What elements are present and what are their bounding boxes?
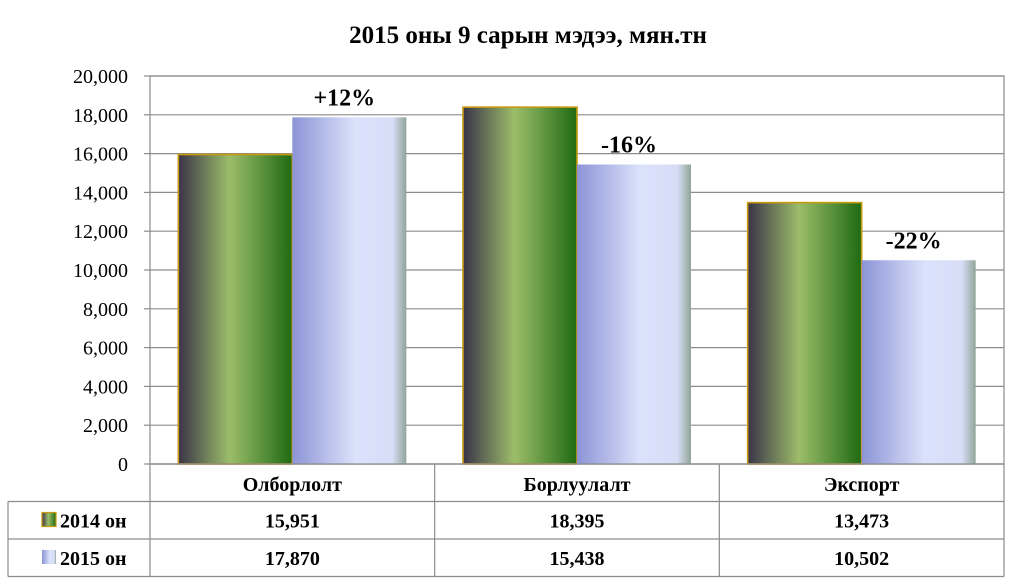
- y-tick-label: 10,000: [73, 260, 128, 282]
- y-tick-label: 4,000: [83, 376, 128, 398]
- bar-2014: [746, 201, 863, 465]
- change-annotation: -16%: [601, 133, 657, 159]
- y-tick-label: 16,000: [73, 144, 128, 166]
- bar-2014: [462, 106, 578, 465]
- chart-title: 2015 оны 9 сарын мэдээ, мян.тн: [349, 22, 707, 49]
- table-value: 13,473: [834, 511, 889, 533]
- table-value: 18,395: [550, 511, 605, 533]
- category-label: Экспорт: [824, 474, 900, 496]
- change-annotations: +12% -16% -22%: [313, 85, 941, 254]
- series-name: 2014 он: [60, 511, 127, 533]
- y-tick-label: 12,000: [73, 221, 128, 243]
- change-annotation: +12%: [313, 85, 375, 111]
- change-annotation: -22%: [886, 228, 942, 254]
- table-value: 10,502: [834, 548, 889, 570]
- legend-key-2015: [42, 550, 56, 564]
- y-tick-label: 6,000: [83, 338, 128, 360]
- legend-key-2014: [41, 511, 57, 528]
- bar-2015: [577, 164, 691, 464]
- category-label: Борлуулалт: [523, 474, 630, 496]
- y-axis-ticks: 0 2,000 4,000 6,000 8,000 10,000 12,000 14,000 1…: [73, 66, 128, 476]
- table-value: 15,438: [550, 548, 605, 570]
- bar-2015: [861, 260, 976, 464]
- y-tick-label: 18,000: [73, 105, 128, 127]
- bar-2014: [177, 153, 294, 465]
- table-value: 15,951: [265, 511, 320, 533]
- y-tick-label: 14,000: [73, 182, 128, 204]
- y-tick-label: 0: [118, 454, 128, 476]
- table-value: 17,870: [265, 548, 320, 570]
- data-table: Олборлолт Борлуулалт Экспорт 2014 он 15,951 1…: [7, 463, 1005, 578]
- category-label: Олборлолт: [243, 474, 342, 496]
- series-name: 2015 он: [60, 548, 127, 570]
- y-tick-label: 2,000: [83, 415, 128, 437]
- y-tick-label: 8,000: [83, 299, 128, 321]
- bars: [177, 106, 976, 465]
- y-tick-label: 20,000: [73, 66, 128, 88]
- bar-2015: [292, 117, 407, 465]
